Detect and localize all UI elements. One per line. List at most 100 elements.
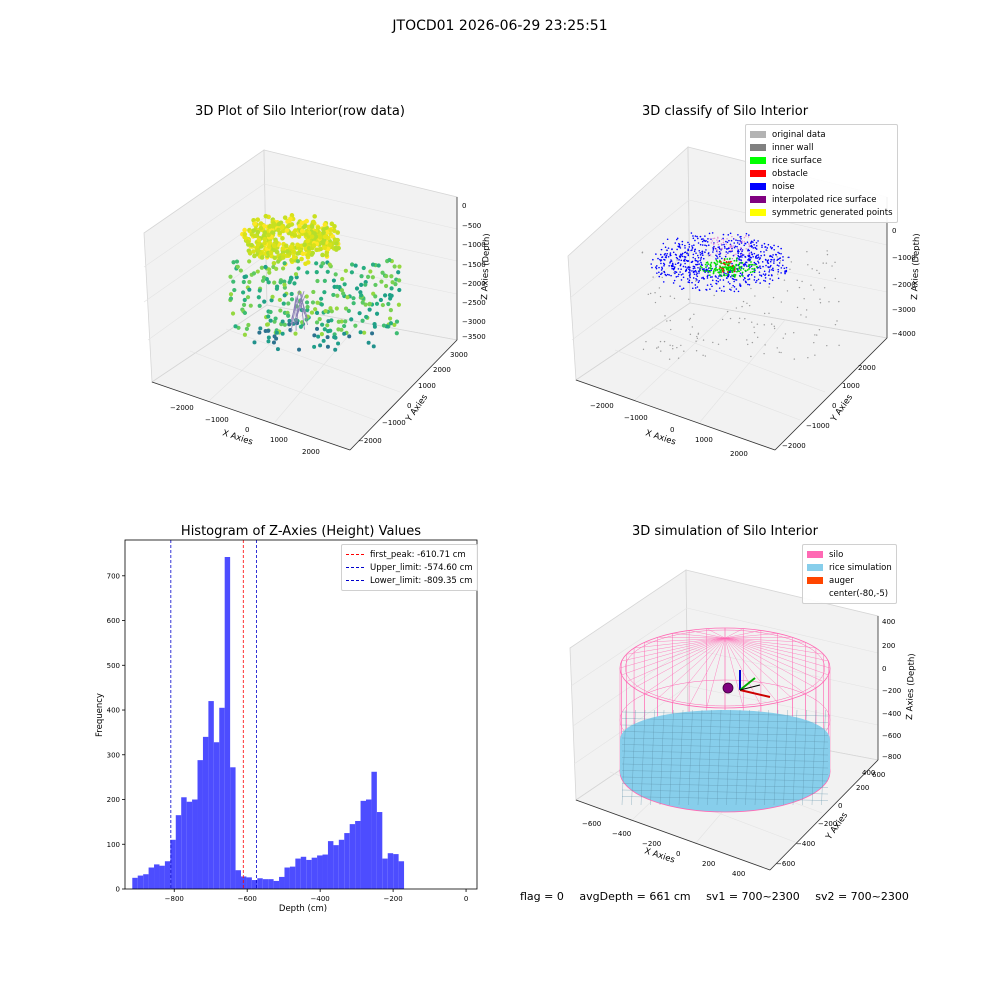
original-point [654, 301, 657, 304]
data-point [305, 238, 311, 244]
noise-point [717, 246, 720, 249]
noise-point [771, 268, 773, 271]
data-point [276, 221, 282, 227]
p2-xtick-4: 2000 [730, 450, 748, 458]
data-point [277, 297, 282, 303]
noise-point [692, 253, 695, 256]
data-point [286, 313, 291, 318]
original-point [807, 264, 809, 266]
original-point [801, 280, 803, 283]
data-point [392, 264, 397, 269]
data-point [315, 300, 320, 305]
noise-point [728, 274, 730, 276]
interpolated-point [733, 238, 736, 240]
data-point [274, 239, 279, 245]
rice-surface-point [740, 265, 743, 268]
noise-point [691, 245, 693, 247]
data-point [322, 290, 327, 295]
noise-point [707, 252, 710, 254]
panel1-points [228, 213, 402, 352]
data-point [304, 294, 309, 299]
p1-xtick-2: 0 [245, 426, 249, 434]
noise-point [778, 252, 781, 255]
data-point [319, 302, 324, 307]
data-point [320, 322, 325, 327]
p2-ytick-0: −2000 [782, 442, 806, 450]
histogram-bar [240, 876, 247, 889]
original-point [642, 348, 645, 351]
noise-point [755, 242, 758, 244]
rice-surface-point [719, 269, 722, 272]
sv1-text: sv1 = 700~2300 [706, 890, 800, 903]
noise-point [674, 272, 676, 275]
data-point [299, 256, 304, 262]
x-tick-label: −200 [383, 895, 402, 903]
legend-first-peak: first_peak: -610.71 cm [346, 548, 473, 561]
noise-point [773, 248, 776, 251]
rice-surface-point [726, 274, 728, 277]
data-point [286, 301, 291, 306]
noise-point [691, 270, 693, 272]
rice-surface-point [733, 259, 736, 262]
data-point [390, 280, 395, 285]
data-point [380, 302, 385, 308]
data-point [318, 343, 323, 348]
histogram-bar [170, 839, 176, 889]
data-point [319, 296, 324, 301]
data-point [312, 231, 317, 236]
noise-point [759, 282, 761, 284]
interpolated-point [731, 235, 733, 238]
interpolated-point [726, 238, 728, 240]
data-point [259, 265, 264, 270]
rice-surface-point [709, 263, 712, 266]
rice-surface-point [733, 273, 736, 276]
noise-point [671, 248, 673, 251]
noise-point [696, 254, 699, 257]
data-point [397, 287, 402, 293]
original-point [683, 350, 685, 352]
noise-point [768, 271, 770, 273]
rice-surface-point [733, 276, 736, 278]
noise-point [726, 277, 728, 279]
noise-point [737, 249, 739, 251]
rice-mesh-line [783, 709, 788, 806]
histogram-bar [246, 877, 252, 889]
original-point [712, 341, 714, 344]
rice-surface-point [753, 270, 756, 273]
data-point [231, 260, 236, 265]
data-point [249, 242, 254, 248]
p2-xtick-0: −2000 [590, 402, 614, 410]
rice-surface-point [718, 259, 721, 262]
data-point [256, 237, 262, 243]
interpolated-point [747, 236, 750, 238]
noise-point [677, 262, 679, 265]
histogram-bar [306, 859, 312, 889]
noise-point [764, 274, 766, 277]
rice-mesh-line [745, 709, 750, 806]
silo-roof-wire [657, 637, 726, 699]
silo-roof-wire [724, 637, 806, 643]
data-point [326, 235, 331, 241]
data-point [305, 304, 310, 310]
noise-point [687, 266, 690, 268]
original-point [676, 346, 678, 349]
data-point [353, 323, 358, 328]
rice-surface-point [712, 272, 715, 275]
data-point [280, 266, 286, 271]
noise-point [745, 232, 748, 235]
p4-ytick-0: −600 [776, 860, 795, 868]
noise-point [715, 254, 717, 257]
data-point [266, 267, 272, 272]
original-point [735, 307, 738, 309]
original-point [825, 262, 828, 264]
obstacle-point [722, 271, 724, 273]
hist-ylabel: Frequency [95, 693, 105, 737]
noise-point [666, 252, 669, 255]
p1-ztick-0: 0 [462, 202, 466, 210]
rice-surface-point [704, 270, 707, 273]
data-point [255, 217, 261, 222]
data-point [325, 246, 331, 252]
original-point [663, 340, 666, 343]
noise-point [672, 263, 674, 266]
data-point [314, 247, 319, 253]
